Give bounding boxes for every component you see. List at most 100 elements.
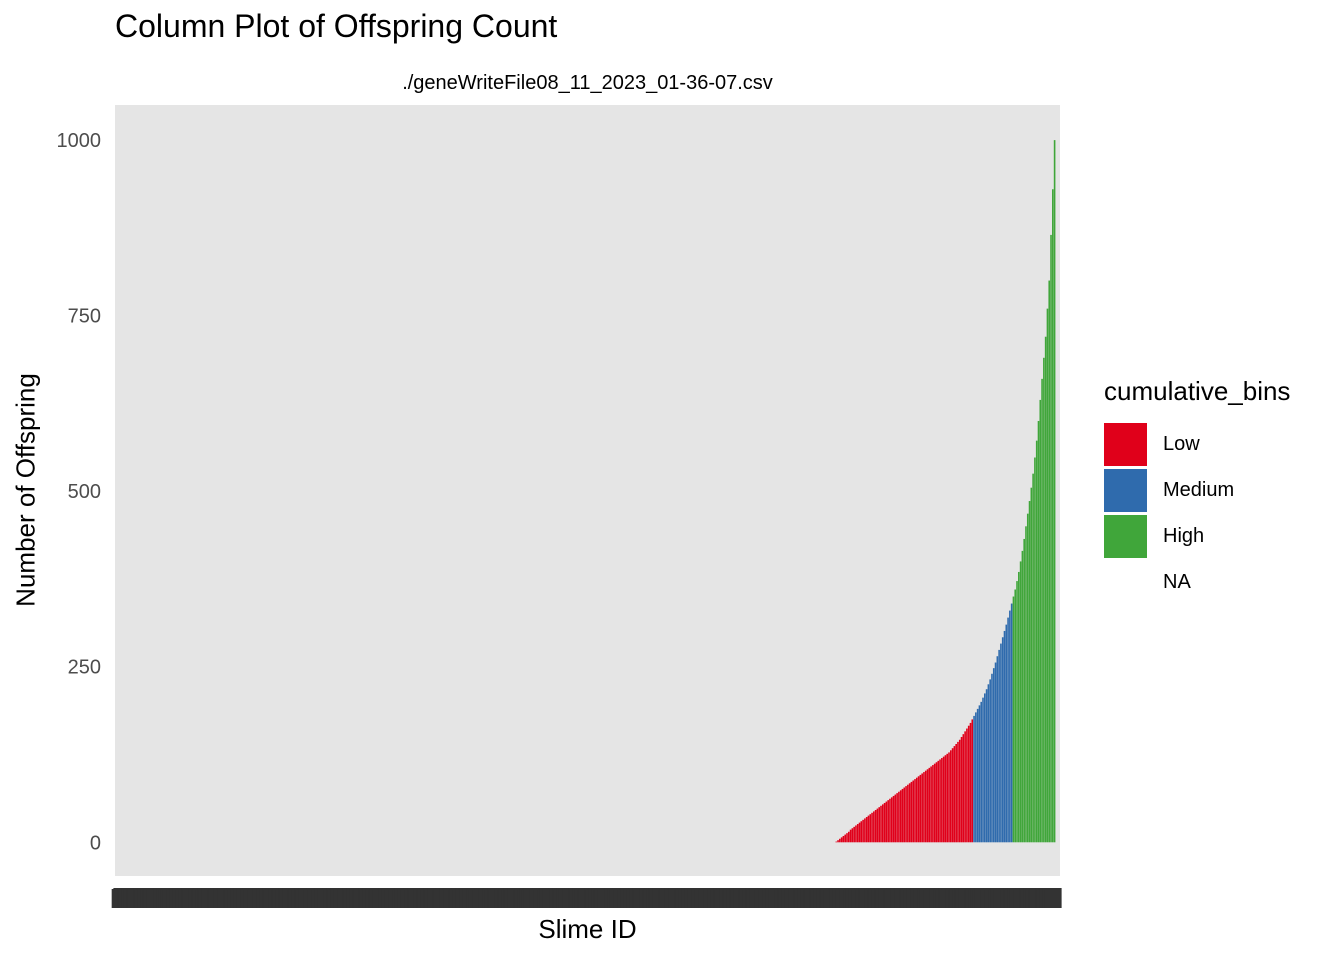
legend: cumulative_bins Low Medium High NA (1104, 376, 1290, 605)
y-tick-label: 250 (68, 657, 101, 679)
y-axis-label: Number of Offspring (10, 373, 41, 607)
bar-low (967, 725, 970, 843)
bar-low (937, 760, 940, 843)
bar-low (939, 759, 941, 843)
bar-low (946, 753, 949, 843)
legend-title: cumulative_bins (1104, 376, 1291, 406)
bar-medium (975, 712, 977, 843)
chart-subtitle: ./geneWriteFile08_11_2023_01-36-07.csv (402, 72, 773, 94)
legend-item-na: NA (1104, 559, 1290, 605)
y-tick-label: 1000 (57, 130, 102, 152)
bar-low (840, 837, 843, 843)
bar-medium (1007, 617, 1009, 843)
bar-low (944, 755, 947, 843)
bar-low (885, 801, 888, 843)
bar-low (844, 834, 847, 843)
bar-low (874, 809, 877, 843)
bar-low (880, 805, 882, 843)
bar-low (930, 766, 932, 843)
bar-high (1025, 526, 1027, 843)
bar-high (1039, 399, 1042, 843)
bar-medium (1005, 624, 1008, 843)
bar-low (941, 758, 943, 843)
bar-high (1023, 538, 1025, 843)
bar-low (971, 719, 974, 843)
bar-high (1019, 561, 1022, 843)
legend-label-low: Low (1163, 432, 1200, 455)
bar-low (905, 786, 907, 843)
bar-medium (1000, 643, 1002, 843)
bar-low (864, 818, 866, 843)
bar-high (1037, 420, 1040, 843)
bar-low (883, 802, 886, 843)
legend-item-low: Low (1104, 421, 1290, 467)
bar-high (1050, 234, 1052, 843)
bar-medium (992, 668, 995, 843)
bar-low (917, 776, 920, 843)
bar-low (860, 821, 863, 843)
bar-low (948, 752, 950, 843)
bar-low (910, 781, 913, 843)
bar-low (890, 797, 893, 843)
x-tick-label (1047, 888, 1062, 908)
bar-high (1016, 581, 1018, 843)
legend-swatch-na (1104, 561, 1147, 604)
bar-low (892, 795, 895, 843)
bar-medium (973, 715, 975, 843)
bar-low (851, 828, 854, 843)
bar-medium (980, 701, 983, 843)
bar-low (935, 762, 938, 843)
bar-low (837, 840, 839, 843)
bar-low (855, 825, 857, 843)
bar-low (926, 769, 929, 843)
bar-low (960, 736, 963, 843)
bar-high (1041, 378, 1043, 843)
y-tick-label: 500 (68, 481, 101, 503)
y-tick-label: 0 (90, 832, 101, 854)
bar-low (969, 722, 972, 843)
bar-low (856, 824, 859, 843)
bar-low (919, 774, 922, 843)
y-tick-label: 750 (68, 306, 101, 328)
bar-medium (989, 679, 991, 843)
bar-high (1028, 501, 1031, 843)
x-axis-label: Slime ID (538, 914, 637, 944)
legend-swatch-medium (1104, 468, 1147, 512)
bar-low (915, 777, 918, 843)
bar-low (849, 829, 852, 843)
bar-low (869, 814, 872, 843)
bar-low (921, 773, 923, 843)
bar-high (1034, 457, 1036, 843)
bar-low (923, 772, 925, 843)
legend-item-medium: Medium (1104, 467, 1290, 513)
bar-medium (996, 656, 999, 843)
bar-low (862, 819, 864, 843)
bar-medium (1001, 637, 1004, 843)
bar-high (1030, 487, 1033, 843)
bar-high (1044, 336, 1047, 843)
bar-low (846, 833, 848, 843)
bar-medium (998, 649, 1000, 843)
bar-low (847, 831, 850, 843)
legend-swatch-high (1104, 514, 1147, 558)
bar-high (1043, 357, 1045, 843)
bar-low (942, 756, 945, 843)
legend-swatch-low (1104, 422, 1147, 466)
bar-medium (982, 697, 984, 843)
bar-low (878, 807, 881, 843)
bar-low (871, 812, 873, 843)
bar-medium (987, 684, 990, 843)
x-tick-labels (111, 888, 1062, 908)
bar-low (912, 780, 915, 843)
bar-low (853, 826, 855, 843)
bar-low (839, 838, 841, 843)
bar-high (1021, 550, 1024, 843)
bar-medium (1009, 610, 1011, 843)
bar-low (901, 788, 904, 843)
bar-medium (985, 689, 988, 843)
panel-background (115, 105, 1060, 876)
legend-label-medium: Medium (1163, 478, 1235, 501)
bar-low (873, 811, 875, 843)
legend-label-high: High (1163, 524, 1205, 547)
